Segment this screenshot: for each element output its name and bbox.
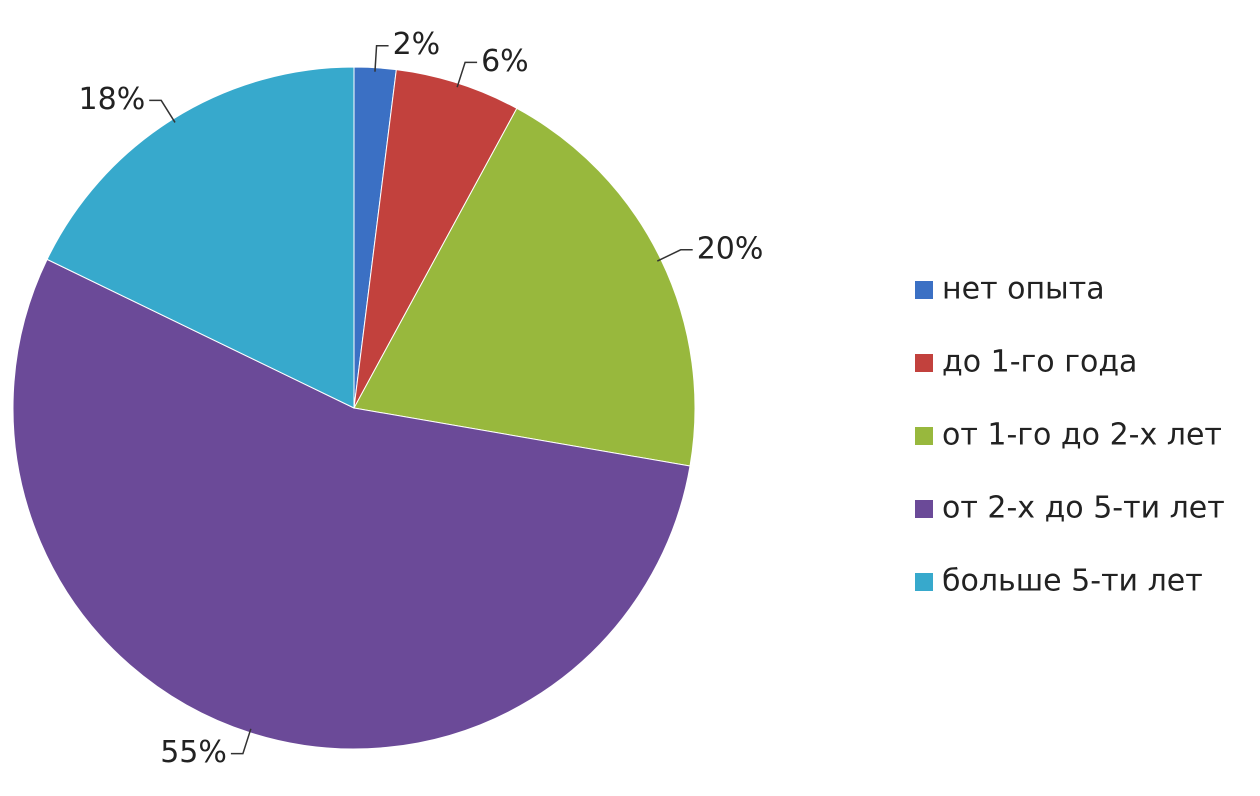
data-label: 6% [481,44,529,79]
leader-line [656,249,693,262]
legend-label: нет опыта [942,272,1105,307]
data-label: 18% [79,82,146,117]
leader-line [374,44,389,72]
legend-label: от 2-х до 5-ти лет [942,491,1225,526]
legend-label: от 1-го до 2-х лет [942,418,1222,453]
leader-line [456,61,478,88]
legend-swatch [915,281,933,299]
legend-label: больше 5-ти лет [942,564,1203,599]
leader-line [149,99,176,123]
data-label: 55% [160,735,227,770]
leader-line [230,728,252,755]
legend-swatch [915,427,933,445]
legend-swatch [915,500,933,518]
legend-swatch [915,573,933,591]
legend-swatch [915,354,933,372]
data-label: 20% [697,231,764,266]
data-label: 2% [393,27,441,62]
legend-label: до 1-го года [942,345,1137,380]
